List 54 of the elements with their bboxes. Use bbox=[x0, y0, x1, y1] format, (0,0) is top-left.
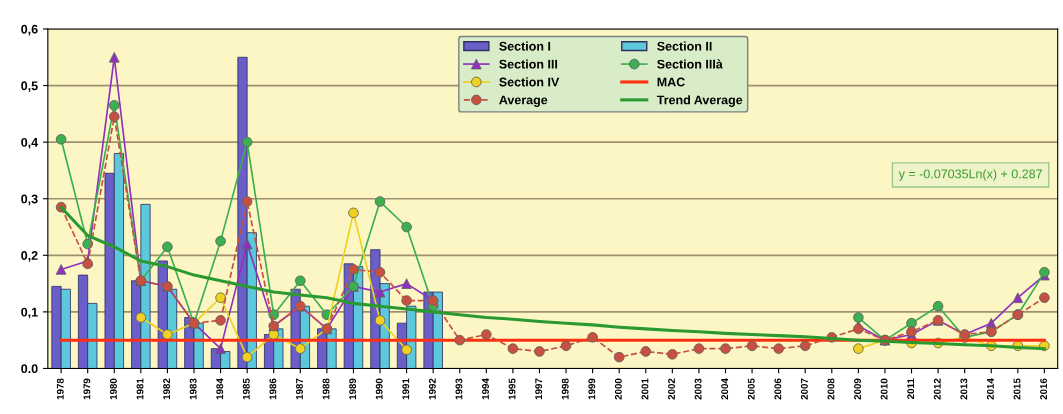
x-tick-label: 2008 bbox=[827, 378, 835, 400]
y-tick-label: 0,3 bbox=[21, 194, 38, 206]
x-tick-label: 1982 bbox=[163, 378, 171, 400]
x-tick-label: 1984 bbox=[216, 378, 224, 400]
legend-label: Section IIIà bbox=[657, 59, 723, 69]
x-tick-label: 1990 bbox=[375, 378, 383, 400]
x-tick-label: 1997 bbox=[535, 378, 543, 400]
legend-label: Average bbox=[499, 95, 548, 107]
x-tick-label: 2014 bbox=[986, 378, 994, 400]
legend-label: Section III bbox=[499, 59, 558, 69]
x-tick-label: 1988 bbox=[322, 378, 330, 400]
x-tick-label: 2009 bbox=[854, 378, 861, 400]
x-tick-label: 1992 bbox=[428, 378, 436, 400]
legend-label: Section II bbox=[657, 41, 712, 51]
x-tick-label: 2005 bbox=[747, 378, 755, 400]
y-tick-label: 0,2 bbox=[21, 251, 38, 262]
x-tick-label: 2006 bbox=[774, 378, 782, 400]
x-tick-label: 2002 bbox=[668, 378, 675, 400]
x-tick-label: 1989 bbox=[349, 378, 357, 400]
x-tick-label: 2016 bbox=[1040, 378, 1048, 400]
x-tick-label: 1980 bbox=[110, 378, 117, 400]
x-tick-label: 1987 bbox=[296, 378, 303, 400]
x-tick-label: 2013 bbox=[960, 378, 968, 400]
x-tick-label: 2015 bbox=[1013, 378, 1021, 400]
x-tick-label: 1994 bbox=[482, 378, 489, 400]
x-tick-label: 1991 bbox=[402, 378, 410, 400]
x-tick-label: 1978 bbox=[56, 378, 64, 400]
x-tick-label: 1985 bbox=[242, 378, 250, 400]
x-tick-label: 1983 bbox=[189, 378, 197, 400]
legend-label: Section I bbox=[499, 41, 551, 51]
x-tick-label: 2001 bbox=[641, 378, 649, 400]
y-tick-label: 0,1 bbox=[21, 307, 38, 319]
y-tick-label: 0,6 bbox=[21, 24, 38, 36]
x-tick-label: 2003 bbox=[694, 378, 702, 400]
x-tick-label: 1986 bbox=[269, 378, 277, 400]
y-tick-label: 0,4 bbox=[21, 137, 39, 149]
x-tick-label: 2011 bbox=[907, 378, 915, 399]
x-tick-label: 2010 bbox=[880, 378, 888, 400]
x-tick-label: 1995 bbox=[508, 378, 516, 400]
x-tick-label: 2007 bbox=[800, 378, 808, 400]
x-tick-label: 1993 bbox=[455, 378, 463, 400]
y-tick-label: 0.0 bbox=[21, 364, 38, 374]
y-tick-label: 0,5 bbox=[21, 81, 38, 93]
x-tick-label: 1981 bbox=[136, 378, 144, 400]
x-tick-label: 2012 bbox=[933, 378, 941, 400]
x-tick-label: 2004 bbox=[721, 378, 729, 400]
legend-label: Section IV bbox=[499, 77, 560, 87]
x-tick-label: 1999 bbox=[588, 378, 596, 400]
x-tick-label: 2000 bbox=[614, 378, 622, 400]
x-tick-label: 1979 bbox=[83, 378, 91, 400]
legend-label: Trend Average bbox=[656, 95, 743, 107]
x-tick-label: 1998 bbox=[561, 378, 569, 400]
annotation: y = -0.07035Ln(x) + 0.287 bbox=[898, 169, 1042, 181]
legend-label: MAC bbox=[657, 77, 685, 87]
